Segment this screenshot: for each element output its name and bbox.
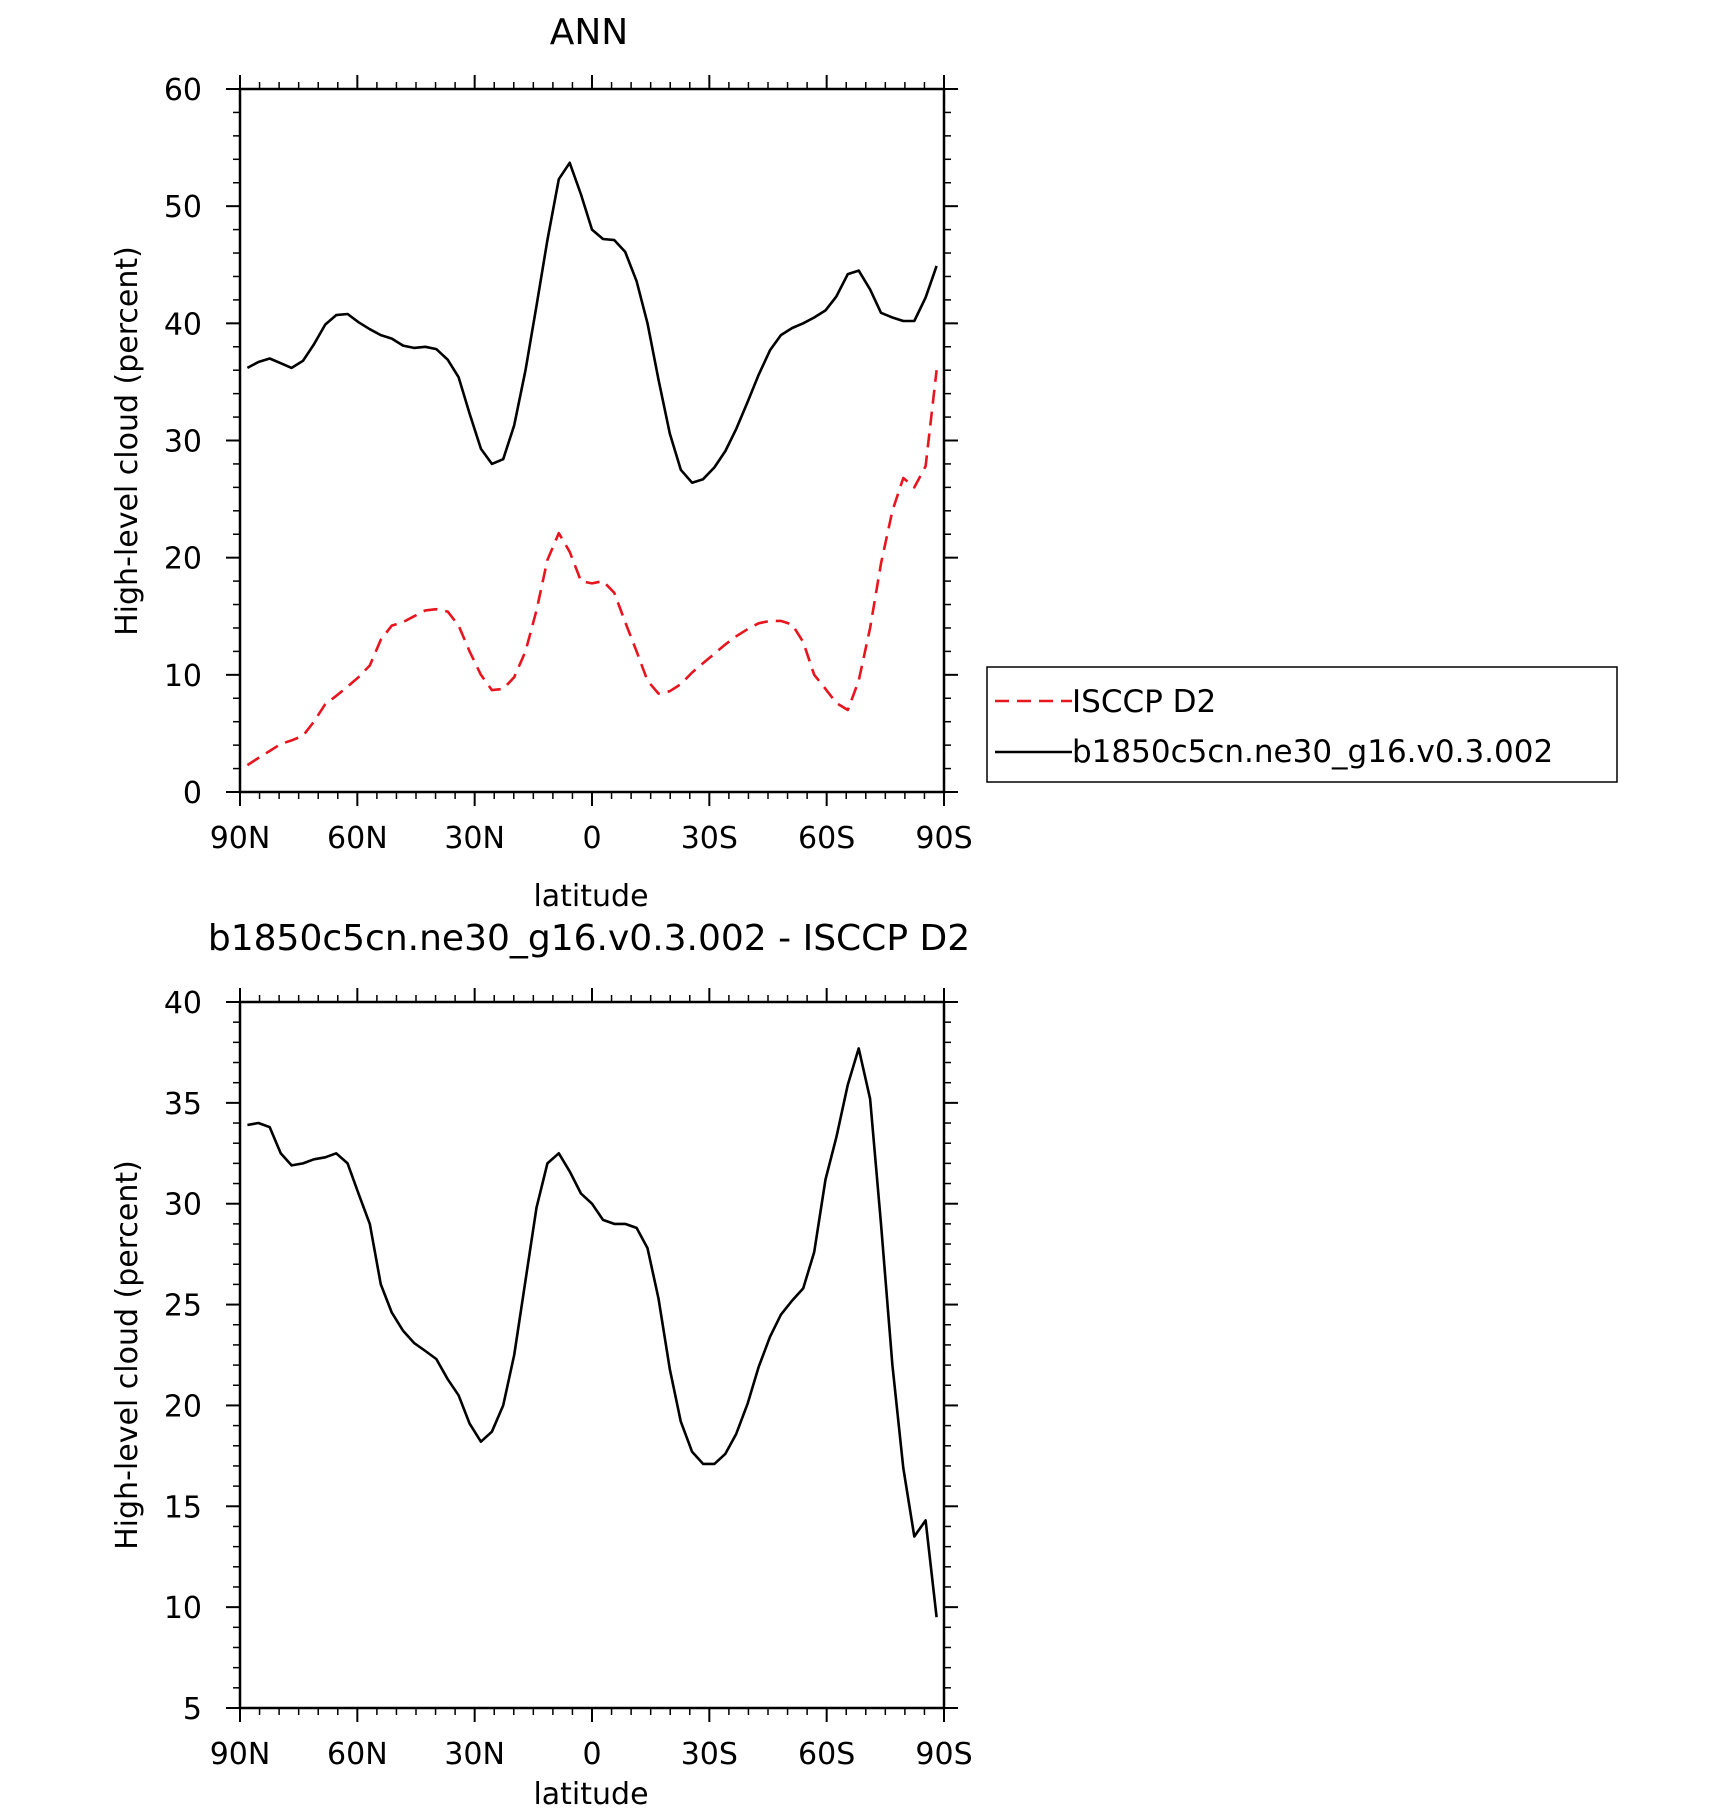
panel2-xlabel: latitude bbox=[533, 1777, 648, 1811]
panel2-series-lines bbox=[247, 1047, 938, 1618]
panel1-xtick-label: 90N bbox=[210, 821, 271, 856]
panel1-xtick-label: 30N bbox=[444, 821, 505, 856]
panel2-xtick-label: 30N bbox=[444, 1737, 505, 1772]
panel1-xtick-label: 60S bbox=[798, 821, 855, 856]
panel1-xtick-label: 0 bbox=[582, 821, 601, 856]
panel2-ytick-label: 10 bbox=[164, 1591, 202, 1626]
panel2-plot-frame bbox=[238, 1000, 946, 1710]
legend-box bbox=[986, 666, 1618, 783]
panel1-ytick-label: 0 bbox=[183, 776, 202, 811]
panel2-xtick-label: 60S bbox=[798, 1737, 855, 1772]
panel1-title: ANN bbox=[550, 12, 629, 53]
panel2-ytick-label: 40 bbox=[164, 986, 202, 1021]
panel1-plot-frame bbox=[238, 87, 946, 794]
panel1-xtick-label: 90S bbox=[915, 821, 972, 856]
legend-label-model: b1850c5cn.ne30_g16.v0.3.002 bbox=[1072, 734, 1553, 770]
panel1-ytick-label: 40 bbox=[164, 307, 202, 342]
panel2-xtick-label: 90N bbox=[210, 1737, 271, 1772]
panel2-series-line-0 bbox=[247, 1047, 938, 1618]
panel1-series-lines bbox=[246, 161, 938, 767]
panel1-ytick-label: 10 bbox=[164, 659, 202, 694]
panel1-ytick-label: 30 bbox=[164, 425, 202, 460]
panel2-ytick-label: 35 bbox=[164, 1087, 202, 1122]
legend: ISCCP D2 b1850c5cn.ne30_g16.v0.3.002 bbox=[986, 666, 1618, 783]
bottom-panel: b1850c5cn.ne30_g16.v0.3.002 - ISCCP D2 9… bbox=[110, 918, 973, 1811]
panel1-ytick-label: 60 bbox=[164, 73, 202, 108]
panel2-xtick-label: 30S bbox=[681, 1737, 738, 1772]
panel2-ylabel: High-level cloud (percent) bbox=[110, 1160, 145, 1550]
panel1-ylabel: High-level cloud (percent) bbox=[110, 246, 145, 636]
panel1-xtick-label: 60N bbox=[327, 821, 388, 856]
panel2-xtick-label: 90S bbox=[915, 1737, 972, 1772]
panel2-ticks: 90N 60N 30N 0 30S 60S 90S 5 10 15 20 25 30 35 40 bbox=[164, 986, 973, 1772]
panel2-ytick-label: 15 bbox=[164, 1490, 202, 1525]
panel2-ytick-label: 5 bbox=[183, 1692, 202, 1727]
top-panel: ANN 90N 60N 30N 0 30S 60S 90S 0 10 20 30 40 50 60 Hig… bbox=[110, 12, 1618, 914]
panel1-xlabel: latitude bbox=[533, 879, 648, 914]
panel1-ytick-label: 50 bbox=[164, 190, 202, 225]
panel2-xtick-label: 60N bbox=[327, 1737, 388, 1772]
panel2-xtick-label: 0 bbox=[582, 1737, 601, 1772]
panel2-ytick-label: 30 bbox=[164, 1188, 202, 1223]
panel2-ytick-label: 25 bbox=[164, 1289, 202, 1324]
panel1-ticks: 90N 60N 30N 0 30S 60S 90S 0 10 20 30 40 50 60 bbox=[164, 73, 973, 856]
panel1-ytick-label: 20 bbox=[164, 542, 202, 577]
panel1-xtick-label: 30S bbox=[681, 821, 738, 856]
panel2-title: b1850c5cn.ne30_g16.v0.3.002 - ISCCP D2 bbox=[208, 918, 970, 959]
legend-label-isccp: ISCCP D2 bbox=[1072, 684, 1216, 720]
panel1-series-line-1 bbox=[246, 161, 938, 485]
panel1-series-line-0 bbox=[246, 370, 938, 767]
panel2-ytick-label: 20 bbox=[164, 1389, 202, 1424]
